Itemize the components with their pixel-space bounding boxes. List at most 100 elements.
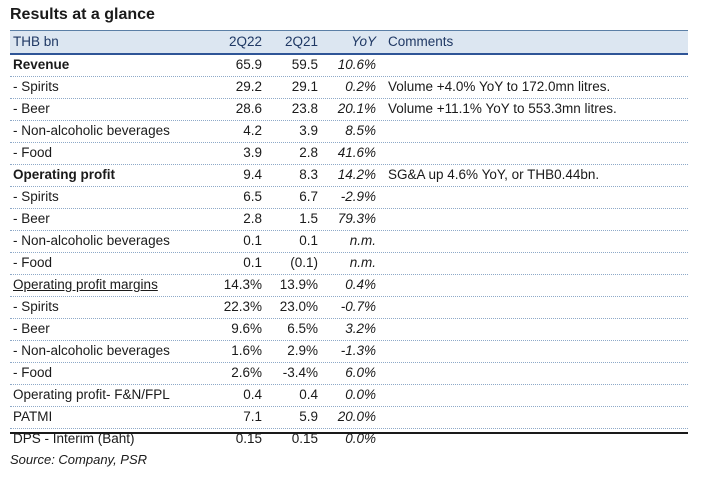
- table-row: DPS - Interim (Baht) 0.15 0.15 0.0%: [10, 429, 688, 450]
- table-row: Operating profit 9.4 8.3 14.2% SG&A up 4…: [10, 165, 688, 187]
- row-2q22: 28.6: [235, 101, 262, 116]
- row-yoy: 10.6%: [337, 57, 376, 72]
- results-table: THB bn 2Q22 2Q21 YoY Comments Revenue 65…: [10, 30, 688, 450]
- table-row: - Non-alcoholic beverages 0.1 0.1 n.m.: [10, 231, 688, 253]
- table-header: THB bn 2Q22 2Q21 YoY Comments: [10, 30, 688, 55]
- row-2q21: 1.5: [299, 211, 318, 226]
- table-row: - Non-alcoholic beverages 1.6% 2.9% -1.3…: [10, 341, 688, 363]
- row-yoy: 20.1%: [337, 101, 376, 116]
- row-yoy: 20.0%: [337, 409, 376, 424]
- row-2q21: 3.9: [299, 123, 318, 138]
- row-2q22: 2.8: [243, 211, 262, 226]
- table-row: - Food 2.6% -3.4% 6.0%: [10, 363, 688, 385]
- row-2q21: -3.4%: [282, 365, 318, 380]
- table-row: - Food 3.9 2.8 41.6%: [10, 143, 688, 165]
- row-2q22: 22.3%: [223, 299, 262, 314]
- row-2q22: 4.2: [243, 123, 262, 138]
- row-yoy: 79.3%: [337, 211, 376, 226]
- row-label: - Non-alcoholic beverages: [13, 343, 170, 358]
- row-2q21: 59.5: [291, 57, 318, 72]
- row-2q21: 13.9%: [279, 277, 318, 292]
- row-label: - Spirits: [13, 79, 59, 94]
- row-2q21: 0.4: [299, 387, 318, 402]
- row-label: - Non-alcoholic beverages: [13, 123, 170, 138]
- row-2q21: 29.1: [291, 79, 318, 94]
- header-comments: Comments: [388, 34, 454, 49]
- table-row: - Food 0.1 (0.1) n.m.: [10, 253, 688, 275]
- row-label: - Food: [13, 145, 53, 160]
- row-label: - Beer: [13, 211, 50, 226]
- row-2q22: 0.1: [243, 255, 262, 270]
- page-title: Results at a glance: [10, 6, 155, 23]
- row-yoy: 14.2%: [337, 167, 376, 182]
- row-yoy: -1.3%: [340, 343, 376, 358]
- row-2q21: 23.8: [291, 101, 318, 116]
- row-yoy: 41.6%: [337, 145, 376, 160]
- row-2q21: 6.7: [299, 189, 318, 204]
- table-row: - Spirits 22.3% 23.0% -0.7%: [10, 297, 688, 319]
- row-2q21: 0.15: [291, 431, 318, 446]
- row-label: PATMI: [13, 409, 53, 424]
- row-2q22: 7.1: [243, 409, 262, 424]
- row-2q21: (0.1): [290, 255, 318, 270]
- row-2q22: 3.9: [243, 145, 262, 160]
- row-comment: Volume +4.0% YoY to 172.0mn litres.: [388, 79, 611, 94]
- row-label: Revenue: [13, 57, 70, 72]
- row-comment: SG&A up 4.6% YoY, or THB0.44bn.: [388, 167, 600, 182]
- row-2q22: 2.6%: [231, 365, 262, 380]
- table-row: - Beer 28.6 23.8 20.1% Volume +11.1% YoY…: [10, 99, 688, 121]
- row-yoy: -2.9%: [340, 189, 376, 204]
- row-yoy: -0.7%: [340, 299, 376, 314]
- row-label: - Beer: [13, 101, 50, 116]
- row-label: - Food: [13, 365, 53, 380]
- row-label: - Food: [13, 255, 53, 270]
- row-2q22: 1.6%: [231, 343, 262, 358]
- row-2q21: 23.0%: [279, 299, 318, 314]
- row-2q22: 29.2: [235, 79, 262, 94]
- row-yoy: 6.0%: [345, 365, 376, 380]
- row-label: - Spirits: [13, 299, 59, 314]
- table-row: Operating profit- F&N/FPL 0.4 0.4 0.0%: [10, 385, 688, 407]
- row-2q21: 2.9%: [287, 343, 318, 358]
- header-2q22: 2Q22: [228, 34, 262, 49]
- header-2q21: 2Q21: [284, 34, 318, 49]
- header-label: THB bn: [13, 34, 59, 49]
- row-yoy: n.m.: [349, 255, 376, 270]
- row-label: - Non-alcoholic beverages: [13, 233, 170, 248]
- row-2q22: 65.9: [235, 57, 262, 72]
- row-label: Operating profit: [13, 167, 115, 182]
- table-row: - Beer 2.8 1.5 79.3%: [10, 209, 688, 231]
- table-row: - Spirits 6.5 6.7 -2.9%: [10, 187, 688, 209]
- row-yoy: 0.2%: [345, 79, 376, 94]
- table-row: PATMI 7.1 5.9 20.0%: [10, 407, 688, 429]
- row-2q22: 0.4: [243, 387, 262, 402]
- row-2q22: 0.1: [243, 233, 262, 248]
- row-label: - Spirits: [13, 189, 59, 204]
- table-row: - Non-alcoholic beverages 4.2 3.9 8.5%: [10, 121, 688, 143]
- row-yoy: 0.4%: [345, 277, 376, 292]
- row-2q21: 0.1: [299, 233, 318, 248]
- row-yoy: 0.0%: [345, 431, 376, 446]
- row-label: - Beer: [13, 321, 50, 336]
- row-2q22: 0.15: [235, 431, 262, 446]
- row-2q21: 2.8: [299, 145, 318, 160]
- table-row: Revenue 65.9 59.5 10.6%: [10, 55, 688, 77]
- row-label: Operating profit margins: [13, 277, 158, 292]
- source-note: Source: Company, PSR: [10, 452, 148, 467]
- row-2q21: 6.5%: [287, 321, 318, 336]
- row-2q22: 14.3%: [223, 277, 262, 292]
- row-2q22: 9.4: [243, 167, 262, 182]
- row-comment: Volume +11.1% YoY to 553.3mn litres.: [388, 101, 617, 116]
- row-2q22: 6.5: [243, 189, 262, 204]
- row-yoy: 0.0%: [345, 387, 376, 402]
- row-yoy: n.m.: [349, 233, 376, 248]
- row-2q22: 9.6%: [231, 321, 262, 336]
- row-2q21: 5.9: [299, 409, 318, 424]
- table-row: Operating profit margins 14.3% 13.9% 0.4…: [10, 275, 688, 297]
- table-bottom-rule: [10, 432, 688, 434]
- row-2q21: 8.3: [299, 167, 318, 182]
- header-yoy: YoY: [351, 34, 376, 49]
- row-label: Operating profit- F&N/FPL: [13, 387, 170, 402]
- row-label: DPS - Interim (Baht): [13, 431, 135, 446]
- table-row: - Beer 9.6% 6.5% 3.2%: [10, 319, 688, 341]
